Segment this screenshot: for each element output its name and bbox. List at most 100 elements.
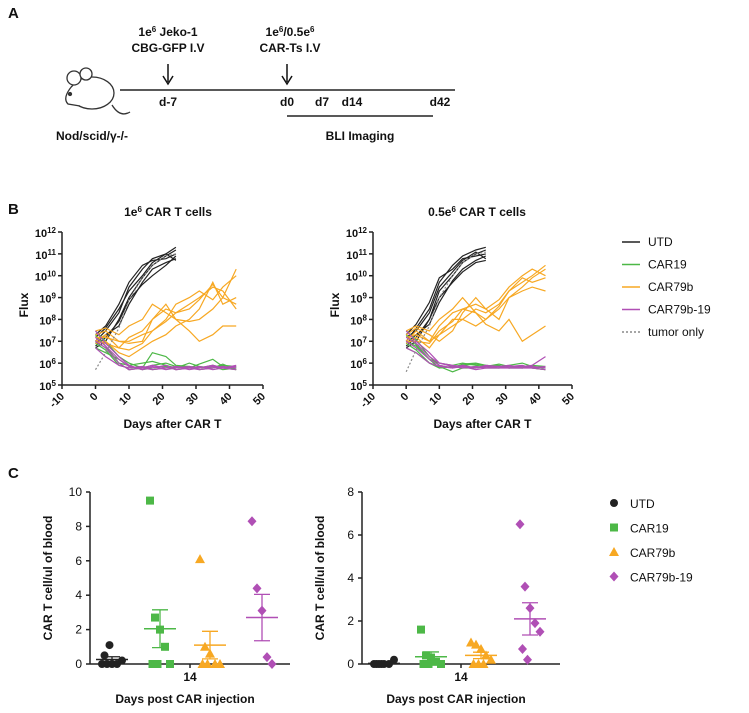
mouse-line <box>406 268 546 345</box>
y-axis-label: Flux <box>328 292 342 317</box>
y-tick-exp: 7 <box>52 335 57 344</box>
error-bar <box>254 593 270 642</box>
y-tick-label: 1011 <box>35 247 56 262</box>
legend-label: UTD <box>630 497 655 511</box>
error-bar <box>522 602 538 636</box>
point <box>476 643 486 653</box>
timepoint: d42 <box>430 95 451 109</box>
y-tick-base: 10 <box>39 294 51 306</box>
mouse-line <box>95 275 237 342</box>
chart-title: 0.5e6 CAR T cells <box>428 205 526 220</box>
y-tick-base: 10 <box>39 315 51 327</box>
mouse-icon <box>65 67 131 115</box>
point <box>437 660 445 668</box>
point <box>520 581 530 592</box>
chart-title-part: 6 <box>451 205 456 214</box>
injection-text-part: 1e <box>266 25 280 39</box>
mouse-line <box>405 296 546 343</box>
point <box>419 660 428 668</box>
y-axis-label: CAR T cell/ul of blood <box>313 516 327 641</box>
point <box>247 516 257 527</box>
chart-title-part: CAR T cells <box>142 205 212 219</box>
legend-label: CAR79b-19 <box>630 571 693 585</box>
injection-text-part: CAR-Ts I.V <box>259 41 320 55</box>
y-tick-label: 1010 <box>35 269 57 284</box>
y-tick-label: 109 <box>39 291 56 306</box>
x-axis-label: Days after CAR T <box>433 417 532 431</box>
y-tick-label: 4 <box>347 571 354 585</box>
injection-text-part: /0.5e <box>283 25 310 39</box>
point <box>267 659 277 669</box>
x-tick-label: 10 <box>427 391 444 408</box>
legend-label: CAR79b <box>648 280 694 294</box>
point <box>166 660 174 668</box>
y-tick-exp: 11 <box>48 247 57 256</box>
chart-title-part: 6 <box>137 205 142 214</box>
injection-text: 1e6/0.5e6 <box>266 25 316 40</box>
y-tick-base: 10 <box>346 228 358 240</box>
y-tick-base: 10 <box>346 250 358 262</box>
error-bar <box>202 630 218 660</box>
y-tick-exp: 6 <box>52 357 57 366</box>
y-tick-base: 10 <box>350 294 362 306</box>
legend-label: CAR79b-19 <box>648 303 711 317</box>
mouse-line <box>95 303 237 343</box>
point <box>609 571 619 582</box>
x-tick-label: 50 <box>560 391 577 408</box>
point <box>215 659 225 668</box>
x-tick-label: 30 <box>494 391 511 408</box>
y-tick-label: 1012 <box>35 226 57 241</box>
mouse-line <box>95 258 177 344</box>
legend-label: tumor only <box>648 325 704 339</box>
mouse-line <box>95 330 237 371</box>
mouse-line <box>405 259 486 349</box>
point <box>424 660 433 668</box>
point <box>146 496 154 505</box>
y-tick-base: 10 <box>346 272 358 284</box>
y-tick-label: 105 <box>350 379 367 394</box>
y-tick-exp: 12 <box>47 226 56 235</box>
mouse-line <box>405 336 546 371</box>
point <box>535 626 545 637</box>
point <box>609 547 619 556</box>
chart-title: 1e6 CAR T cells <box>124 205 212 220</box>
point <box>252 583 262 594</box>
point <box>161 642 169 651</box>
y-tick-label: 8 <box>347 485 354 499</box>
y-tick-base: 10 <box>35 272 47 284</box>
point <box>105 641 114 650</box>
timepoint: d14 <box>342 95 363 109</box>
error-bar <box>376 662 392 665</box>
injection-text-part: CBG-GFP I.V <box>131 41 204 55</box>
x-tick-label: 14 <box>454 670 468 684</box>
legend-label: UTD <box>648 235 673 249</box>
y-tick-label: 105 <box>39 379 56 394</box>
point <box>417 625 425 634</box>
x-tick-label: 40 <box>527 391 544 408</box>
x-tick-label: 20 <box>460 391 477 408</box>
mouse-line <box>405 347 546 369</box>
point <box>390 655 398 664</box>
point <box>486 654 496 664</box>
point <box>118 656 126 665</box>
error-bar <box>423 651 439 663</box>
y-tick-label: 1010 <box>346 269 368 284</box>
point <box>478 659 489 668</box>
timepoint: d7 <box>315 95 329 109</box>
y-tick-exp: 11 <box>359 247 368 256</box>
y-tick-exp: 9 <box>52 291 57 300</box>
y-tick-label: 4 <box>75 588 82 602</box>
mouse-line <box>95 253 177 338</box>
y-tick-base: 10 <box>350 359 362 371</box>
y-tick-base: 10 <box>350 381 362 393</box>
y-tick-base: 10 <box>350 315 362 327</box>
y-tick-label: 8 <box>75 519 82 533</box>
x-tick-label: 30 <box>184 391 201 408</box>
y-tick-exp: 10 <box>358 269 367 278</box>
error-bar <box>104 656 120 663</box>
injection-text-part: 6 <box>310 25 315 34</box>
injection-text-part: 6 <box>152 25 157 34</box>
injection-text: CBG-GFP I.V <box>131 41 204 55</box>
injection-text: CAR-Ts I.V <box>259 41 320 55</box>
